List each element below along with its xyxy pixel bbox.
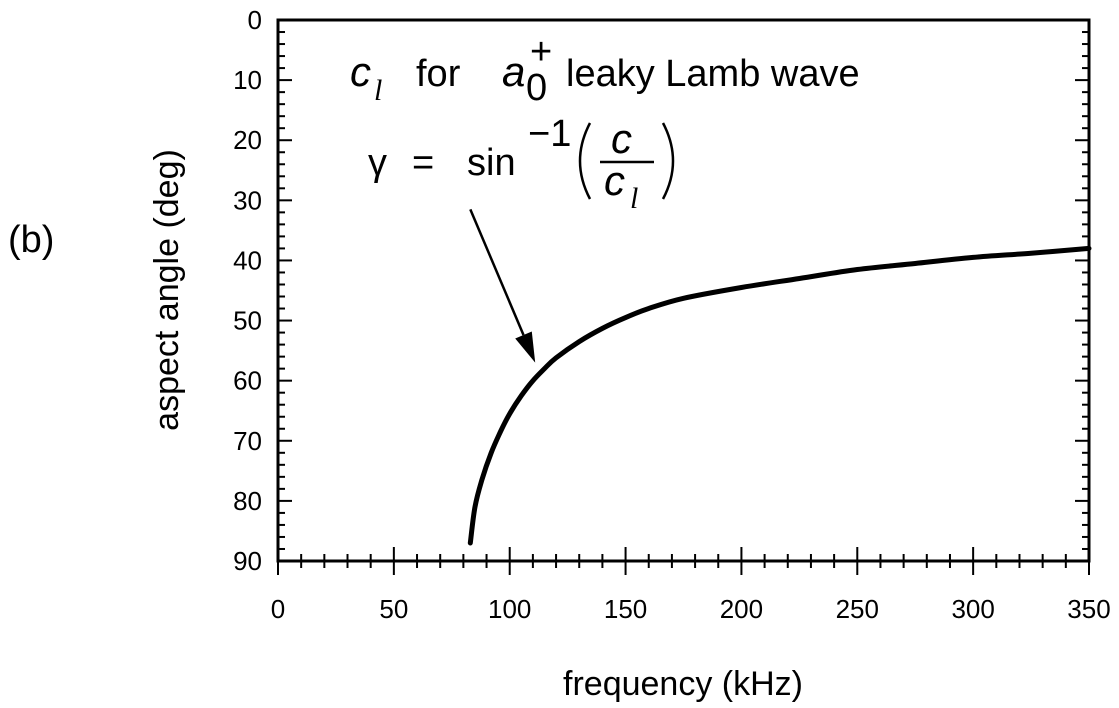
annotation-equals: = (412, 142, 434, 184)
y-tick-label: 90 (233, 546, 262, 576)
y-tick-label: 0 (248, 5, 262, 35)
annotation-wave-sub: 0 (526, 67, 547, 109)
x-tick-label: 100 (488, 594, 531, 624)
y-axis-tick-labels: 0 10 20 30 40 50 60 70 80 90 (233, 5, 262, 576)
y-axis-title: aspect angle (deg) (148, 149, 186, 431)
y-tick-label: 60 (233, 366, 262, 396)
x-axis-tick-labels: 0 50 100 150 200 250 300 350 (271, 594, 1111, 624)
x-tick-label: 350 (1067, 594, 1110, 624)
annotation-denominator: c (604, 157, 625, 204)
annotation-left-paren (578, 122, 592, 200)
annotation-denominator-sub: l (630, 182, 638, 215)
x-tick-label: 200 (720, 594, 763, 624)
y-tick-label: 50 (233, 306, 262, 336)
annotation-arrow (469, 208, 536, 363)
annotation-tail: leaky Lamb wave (566, 53, 860, 95)
y-tick-label: 70 (233, 426, 262, 456)
y-axis-ticks (278, 19, 1089, 562)
series-line (467, 245, 1092, 546)
x-axis-title: frequency (kHz) (563, 665, 803, 703)
x-tick-label: 250 (836, 594, 879, 624)
annotation-numerator: c (611, 115, 632, 162)
annotation-line-1: c l for a + 0 leaky Lamb wave (350, 31, 860, 109)
y-tick-label: 40 (233, 245, 262, 275)
annotation-gamma: γ (368, 142, 387, 184)
x-axis-ticks (277, 547, 1090, 575)
y-tick-label: 20 (233, 125, 262, 155)
annotation-symbol-c-sub: l (374, 74, 382, 107)
x-tick-label: 50 (379, 594, 408, 624)
annotation-word-for: for (416, 53, 461, 95)
y-tick-label: 10 (233, 65, 262, 95)
annotation-wave-symbol: a (502, 48, 525, 95)
annotation-exponent: −1 (528, 113, 571, 155)
panel-label: (b) (8, 219, 54, 261)
y-tick-label: 80 (233, 486, 262, 516)
plot-frame (276, 18, 1091, 563)
annotation-wave-sup: + (530, 31, 552, 73)
annotation-line-2: γ = sin −1 c c l (368, 113, 675, 215)
annotation-sin: sin (467, 142, 516, 184)
x-tick-label: 0 (271, 594, 285, 624)
x-tick-label: 300 (951, 594, 994, 624)
x-tick-label: 150 (604, 594, 647, 624)
annotation-symbol-c: c (350, 48, 371, 95)
annotation-right-paren (661, 122, 675, 200)
y-tick-label: 30 (233, 185, 262, 215)
